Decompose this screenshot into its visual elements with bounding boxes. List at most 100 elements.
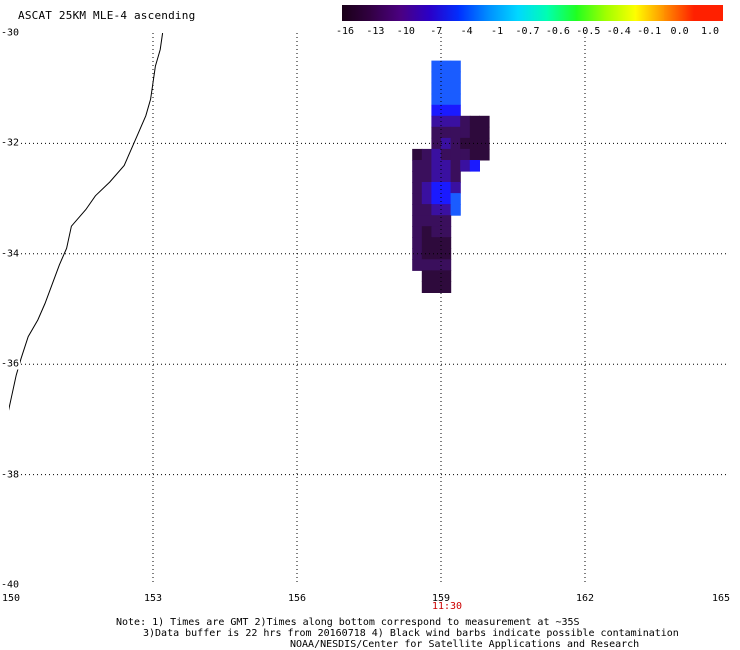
swath-cell: [441, 281, 452, 293]
latitude-label: -36: [1, 358, 21, 370]
swath-cell: [431, 115, 442, 128]
latitude-label: -30: [1, 27, 21, 39]
swath-cell: [460, 148, 471, 161]
colorbar-segment: [693, 5, 724, 21]
swath-cell: [441, 137, 452, 150]
swath-cell: [431, 171, 442, 183]
note-line-2: 3)Data buffer is 22 hrs from 20160718 4)…: [143, 628, 679, 639]
swath-cell: [441, 171, 452, 183]
swath-cell: [431, 93, 442, 106]
swath-cell: [441, 182, 452, 194]
swath-cell: [441, 193, 452, 205]
swath-cell: [479, 148, 490, 161]
swath-cell: [469, 160, 480, 172]
swath-cell: [469, 137, 480, 150]
swath-cell: [450, 171, 461, 183]
colorbar-tick-label: -10: [396, 26, 415, 37]
swath-cell: [431, 215, 442, 227]
swath-cell: [412, 259, 423, 271]
colorbar-tick-label: -0.4: [606, 26, 631, 37]
colorbar-segment: [400, 5, 431, 21]
swath-cell: [450, 93, 461, 106]
longitude-label: 162: [575, 593, 595, 604]
swath-cell: [431, 259, 442, 271]
swath-cell: [412, 215, 423, 227]
swath-cell: [441, 248, 452, 260]
swath-cell: [479, 115, 490, 128]
swath-cell: [412, 204, 423, 216]
swath-cell: [431, 281, 442, 293]
swath-cell: [450, 160, 461, 172]
swath-cell: [421, 215, 432, 227]
swath-cell: [441, 60, 452, 73]
colorbar-tick-label: -0.7: [515, 26, 540, 37]
swath-cell: [431, 160, 442, 172]
colorbar: [342, 5, 724, 21]
longitude-label: 165: [711, 593, 731, 604]
note-line-1: Note: 1) Times are GMT 2)Times along bot…: [116, 617, 580, 628]
longitude-label: 159: [431, 593, 451, 604]
swath-cell: [431, 193, 442, 205]
swath-cell: [450, 115, 461, 128]
swath-cell: [431, 82, 442, 95]
swath-cell: [421, 259, 432, 271]
swath-cell: [441, 215, 452, 227]
credit-line: NOAA/NESDIS/Center for Satellite Applica…: [290, 639, 640, 650]
map-title: ASCAT 25KM MLE-4 ascending: [18, 9, 196, 22]
swath-cell: [441, 148, 452, 161]
colorbar-tick-label: 0.0: [670, 26, 689, 37]
swath-cell: [441, 104, 452, 117]
colorbar-segment: [342, 5, 372, 21]
colorbar-tick-label: -1: [491, 26, 504, 37]
latitude-label: -38: [1, 469, 21, 481]
swath-cell: [421, 248, 432, 260]
colorbar-tick-label: 1.0: [700, 26, 720, 37]
swath-cell: [479, 137, 490, 150]
swath-cell: [450, 182, 461, 194]
swath-cell: [421, 160, 432, 172]
swath-cell: [460, 115, 471, 128]
colorbar-tick-label: -0.5: [576, 26, 601, 37]
swath-cell: [450, 126, 461, 139]
swath-cell: [441, 204, 452, 216]
swath-cell: [469, 115, 480, 128]
swath-cell: [441, 126, 452, 139]
colorbar-tick-label: -0.6: [545, 26, 570, 37]
swath-cell: [431, 148, 442, 161]
swath-cell: [421, 237, 432, 249]
colorbar-segment: [547, 5, 577, 21]
colorbar-tick-label: -0.1: [637, 26, 662, 37]
swath-cell: [450, 104, 461, 117]
latitude-label: -34: [1, 248, 21, 260]
swath-cell: [441, 270, 452, 282]
colorbar-segment: [459, 5, 490, 21]
swath-cell: [421, 171, 432, 183]
colorbar-tick-label: -4: [460, 26, 473, 37]
swath-cell: [441, 160, 452, 172]
swath-cell: [431, 237, 442, 249]
swath-cell: [412, 237, 423, 249]
swath-cell: [469, 126, 480, 139]
swath-cell: [460, 160, 471, 172]
colorbar-tick-label: -7: [430, 26, 443, 37]
swath-cell: [450, 82, 461, 95]
swath-cell: [421, 204, 432, 216]
colorbar-segment: [371, 5, 402, 21]
colorbar-segment: [635, 5, 665, 21]
colorbar-segment: [605, 5, 636, 21]
swath-cell: [421, 193, 432, 205]
swath-cell: [450, 60, 461, 73]
swath-cell: [441, 82, 452, 95]
swath-cell: [441, 226, 452, 238]
coastline: [9, 33, 164, 411]
swath-cell: [421, 281, 432, 293]
swath-cell: [421, 270, 432, 282]
swath-cell: [441, 71, 452, 84]
swath-cell: [469, 148, 480, 161]
swath-cell: [421, 148, 432, 161]
swath-cell: [412, 171, 423, 183]
map-plot: [9, 33, 729, 585]
colorbar-tick-label: -13: [366, 26, 385, 37]
swath-cell: [450, 204, 461, 216]
pass-time-label: 11:30: [431, 601, 463, 612]
